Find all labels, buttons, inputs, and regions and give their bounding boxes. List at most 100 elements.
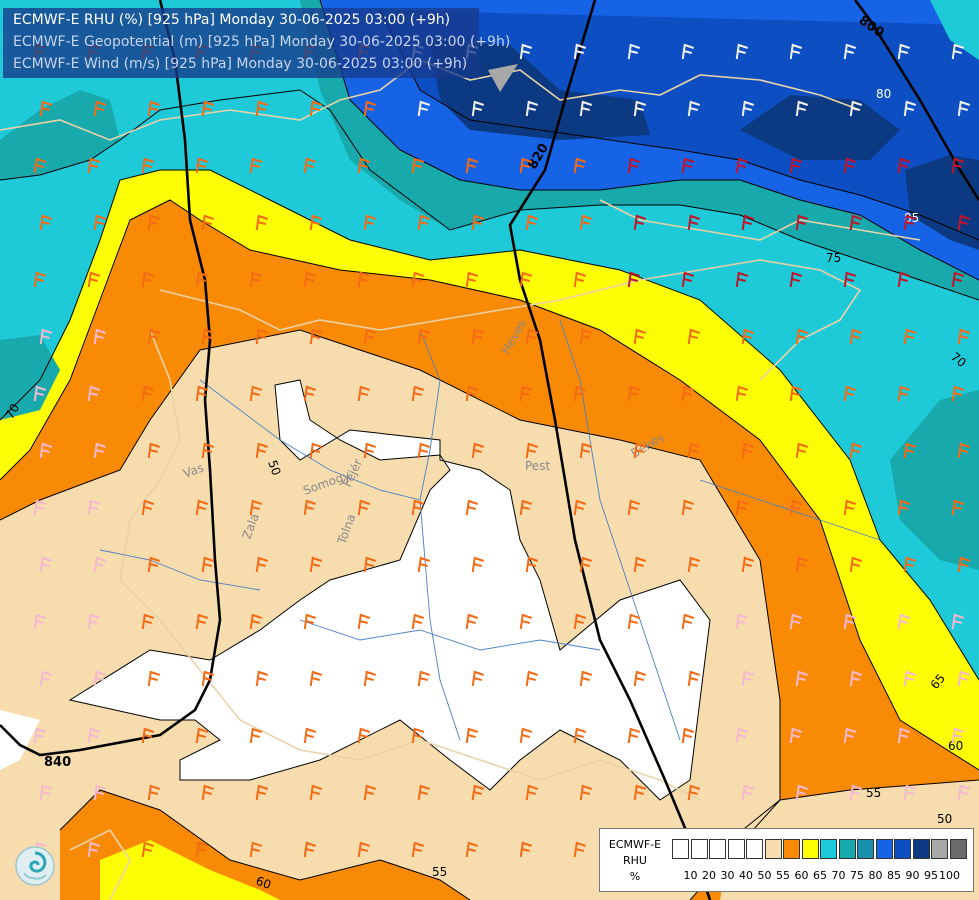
wind-barb-icon	[303, 157, 317, 174]
wind-barb-icon	[795, 214, 809, 231]
legend-title-model: ECMWF-E	[608, 838, 662, 851]
wind-barb-icon	[141, 499, 155, 516]
wind-barb-icon	[417, 442, 431, 459]
wind-barb-icon	[735, 613, 749, 630]
wind-barb-icon	[897, 157, 911, 174]
wind-barb-icon	[525, 784, 539, 801]
wind-barb-icon	[849, 784, 863, 801]
wind-barb-icon	[465, 271, 479, 288]
wind-barb-icon	[141, 613, 155, 630]
legend-tick-label: 100	[939, 869, 960, 882]
wind-barb-icon	[795, 670, 809, 687]
wind-barb-icon	[627, 157, 641, 174]
wind-barb-icon	[201, 328, 215, 345]
wind-barb-icon	[147, 100, 161, 117]
wind-barb-icon	[309, 784, 323, 801]
legend-title-unit: %	[629, 870, 641, 883]
wind-barb-icon	[903, 100, 917, 117]
wind-barb-icon	[627, 43, 641, 60]
wind-barb-icon	[201, 784, 215, 801]
wind-barb-icon	[141, 385, 155, 402]
wind-barb-icon	[471, 784, 485, 801]
wind-barb-icon	[519, 499, 533, 516]
wind-barb-icon	[255, 328, 269, 345]
wind-barb-icon	[903, 784, 917, 801]
wind-barb-icon	[951, 43, 965, 60]
wind-barb-icon	[849, 214, 863, 231]
wind-barb-icon	[579, 328, 593, 345]
wind-barb-icon	[195, 157, 209, 174]
wind-barb-icon	[357, 613, 371, 630]
wind-barb-icon	[735, 499, 749, 516]
wind-barb-icon	[33, 271, 47, 288]
wind-barb-icon	[519, 727, 533, 744]
rhu-contour-label: 60	[948, 739, 963, 753]
wind-barb-icon	[735, 157, 749, 174]
wind-barb-icon	[303, 727, 317, 744]
wind-barb-icon	[411, 271, 425, 288]
wind-barb-icon	[411, 613, 425, 630]
wind-barb-icon	[789, 499, 803, 516]
wind-barb-icon	[687, 670, 701, 687]
wind-barb-icon	[633, 442, 647, 459]
wind-barb-icon	[195, 841, 209, 858]
wind-barb-icon	[681, 43, 695, 60]
wind-barb-icon	[573, 841, 587, 858]
wind-barb-icon	[957, 442, 971, 459]
wind-barb-icon	[681, 499, 695, 516]
rhu-legend: ECMWF-E RHU % 10 20 30 40 50 55 60 65 70 75 80 85 90…	[599, 828, 974, 892]
wind-barb-icon	[465, 613, 479, 630]
wind-barb-icon	[309, 328, 323, 345]
rhu-contour-label: 75	[826, 251, 841, 265]
legend-tick-label: 65	[813, 869, 827, 882]
wind-barb-icon	[195, 385, 209, 402]
wind-barb-icon	[951, 613, 965, 630]
wind-barb-icon	[741, 214, 755, 231]
legend-tick-label: 30	[720, 869, 735, 882]
location-marker-icon	[488, 64, 518, 92]
legend-tick-label: 60	[794, 869, 809, 882]
wind-barb-icon	[417, 328, 431, 345]
wind-barb-icon	[249, 385, 263, 402]
legend-swatch	[672, 839, 689, 859]
wind-barb-icon	[579, 442, 593, 459]
wind-barb-icon	[519, 43, 533, 60]
wind-barb-icon	[39, 670, 53, 687]
wind-barb-icon	[897, 727, 911, 744]
wind-barb-icon	[525, 328, 539, 345]
wind-barb-icon	[255, 442, 269, 459]
wind-barb-icon	[309, 670, 323, 687]
wind-barb-icon	[741, 784, 755, 801]
wind-barb-icon	[687, 784, 701, 801]
rhu-contour-label: 80	[876, 87, 891, 101]
wind-barb-icon	[249, 841, 263, 858]
wind-barb-icon	[951, 385, 965, 402]
wind-barb-icon	[573, 43, 587, 60]
legend-tick-label: 95	[924, 869, 938, 882]
wind-barb-icon	[363, 328, 377, 345]
wind-barb-icon	[525, 100, 539, 117]
wind-barb-icon	[411, 499, 425, 516]
wind-barb-icon	[573, 385, 587, 402]
wind-barb-icon	[249, 613, 263, 630]
wind-barb-icon	[465, 157, 479, 174]
legend-swatch	[838, 839, 856, 859]
wind-barb-icon	[303, 499, 317, 516]
legend-swatch	[727, 839, 745, 859]
wind-barb-icon	[843, 271, 857, 288]
wind-barb-icon	[93, 328, 107, 345]
wind-barb-icon	[249, 157, 263, 174]
wind-barb-icon	[789, 385, 803, 402]
legend-tick-label: 85	[887, 869, 901, 882]
wind-barb-icon	[573, 499, 587, 516]
rhu-contour-label: 55	[432, 865, 447, 879]
wind-barb-icon	[957, 214, 971, 231]
rhu-contour-label: 70	[2, 401, 22, 421]
wind-barb-icon	[897, 43, 911, 60]
wind-barb-icon	[309, 214, 323, 231]
map-title-box: ECMWF-E RHU (%) [925 hPa] Monday 30-06-2…	[3, 8, 510, 78]
wind-barb-icon	[633, 214, 647, 231]
wind-barb-icon	[249, 727, 263, 744]
wind-barb-icon	[201, 214, 215, 231]
